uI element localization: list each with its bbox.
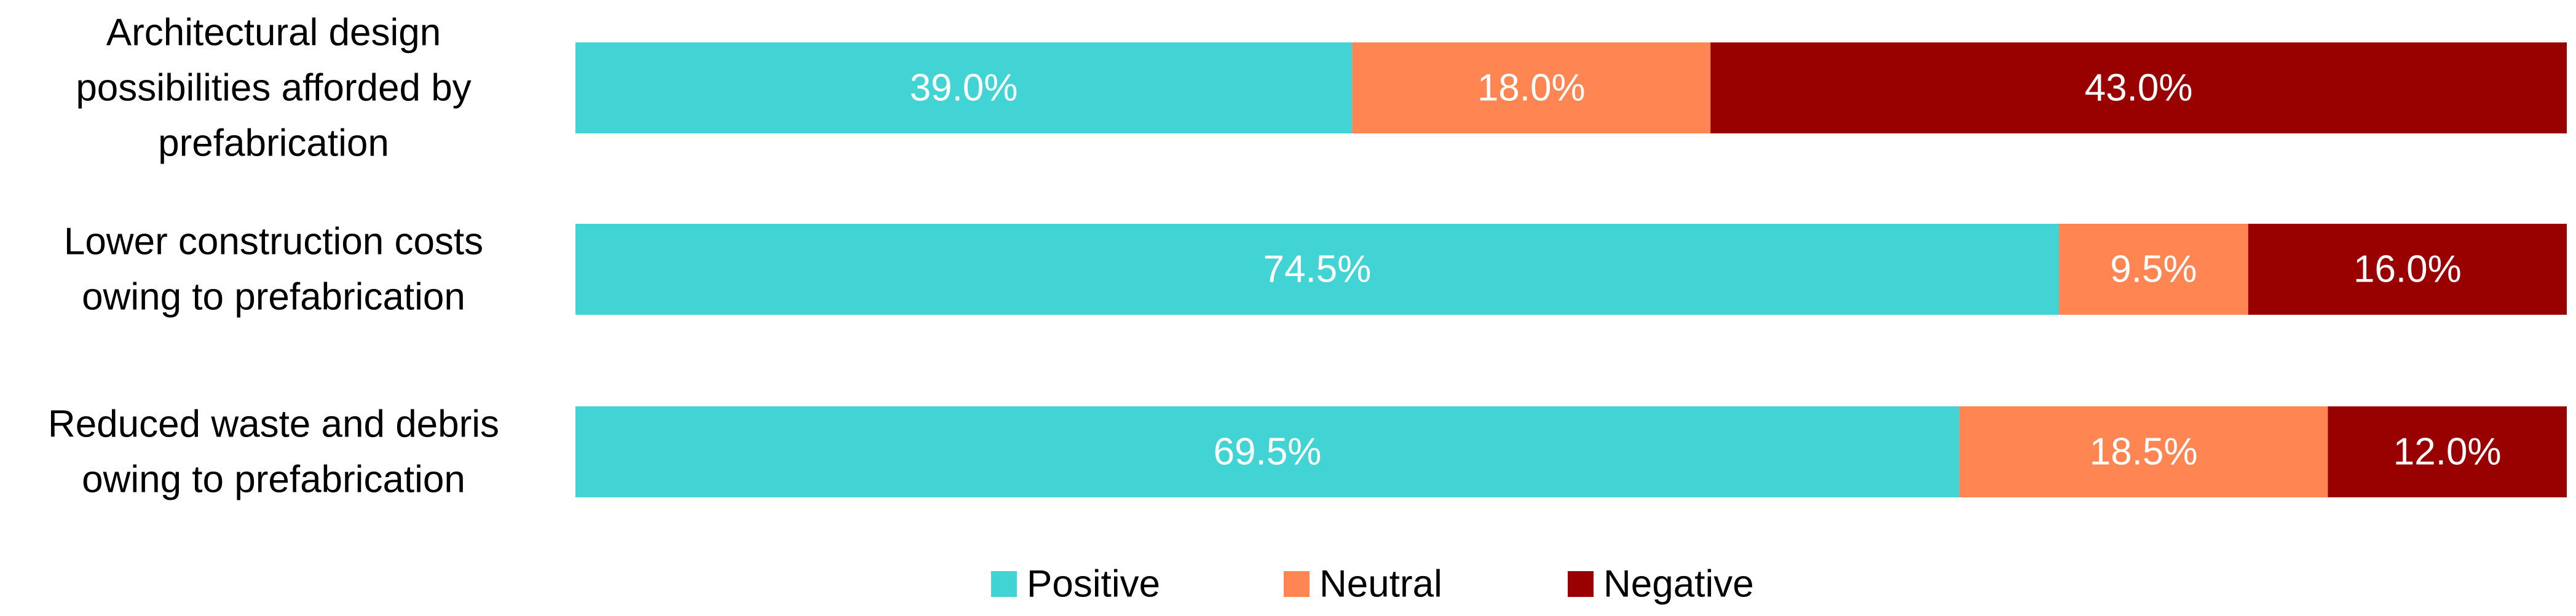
category-label-2-line-2: owing to prefabrication — [82, 276, 465, 318]
legend-label-neutral: Neutral — [1319, 563, 1442, 606]
data-label-neutral-1: 18.0% — [1477, 67, 1586, 109]
category-label-2-line-1: Lower construction costs — [64, 221, 483, 263]
data-label-negative-3: 12.0% — [2393, 431, 2502, 473]
legend-label-negative: Negative — [1603, 563, 1754, 606]
data-label-neutral-2: 9.5% — [2110, 248, 2197, 291]
bar-segment-neutral-1 — [1352, 42, 1711, 133]
data-label-positive-1: 39.0% — [910, 67, 1018, 109]
legend-label-positive: Positive — [1027, 563, 1160, 606]
category-labels: Architectural design possibilities afford… — [48, 12, 499, 501]
category-label-3-line-2: owing to prefabrication — [82, 459, 465, 501]
legend-swatch-neutral — [1284, 571, 1310, 597]
bar-segment-neutral-2 — [2059, 224, 2248, 315]
bar-segment-positive-3 — [575, 406, 1960, 497]
data-label-negative-2: 16.0% — [2353, 248, 2462, 291]
data-label-positive-3: 69.5% — [1214, 431, 1322, 473]
category-label-3-line-1: Reduced waste and debris — [48, 403, 499, 446]
bar-segment-positive-1 — [575, 42, 1353, 133]
data-label-positive-2: 74.5% — [1263, 248, 1372, 291]
data-label-neutral-3: 18.5% — [2090, 431, 2198, 473]
category-label-1-line-3: prefabrication — [158, 122, 389, 165]
bar-segment-negative-1 — [1710, 42, 2567, 133]
category-label-1-line-2: possibilities afforded by — [76, 67, 471, 109]
bar-segment-positive-2 — [575, 224, 2060, 315]
data-label-negative-1: 43.0% — [2085, 67, 2193, 109]
bar-segment-neutral-3 — [1959, 406, 2328, 497]
bars-area: 39.0% 18.0% 43.0% 74.5% 9.5% 16.0% 69.5% 18.5% 1… — [575, 42, 2567, 497]
category-label-1-line-1: Architectural design — [106, 12, 441, 54]
bar-segment-negative-2 — [2248, 224, 2567, 315]
legend-swatch-negative — [1568, 571, 1594, 597]
bar-segment-negative-3 — [2328, 406, 2567, 497]
legend-swatch-positive — [991, 571, 1017, 597]
legend: Positive Neutral Negative — [991, 563, 1754, 606]
